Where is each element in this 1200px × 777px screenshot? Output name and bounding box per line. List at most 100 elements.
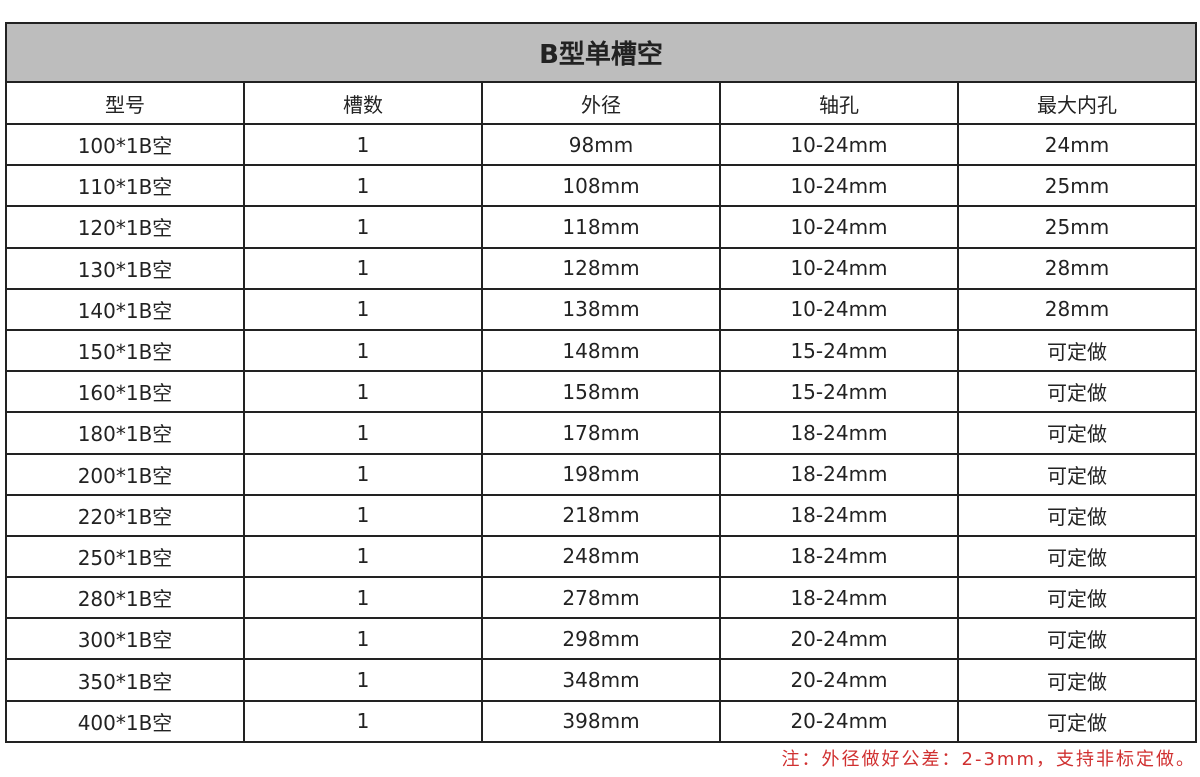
cell-outer-diameter: 218mm xyxy=(481,493,721,537)
cell-slots: 1 xyxy=(243,164,483,208)
cell-outer-diameter: 198mm xyxy=(481,452,721,496)
cell-shaft-bore: 10-24mm xyxy=(719,246,959,290)
table-row: 200*1B空 1 198mm 18-24mm 可定做 xyxy=(5,452,1197,496)
cell-model: 400*1B空 xyxy=(5,699,245,743)
cell-model: 300*1B空 xyxy=(5,617,245,661)
footnote: 注：外径做好公差：2-3mm，支持非标定做。 xyxy=(781,749,1196,770)
cell-slots: 1 xyxy=(243,411,483,455)
cell-outer-diameter: 128mm xyxy=(481,246,721,290)
cell-slots: 1 xyxy=(243,370,483,414)
table-row: 100*1B空 1 98mm 10-24mm 24mm xyxy=(5,122,1197,167)
cell-slots: 1 xyxy=(243,534,483,579)
cell-max-bore: 28mm xyxy=(957,246,1197,290)
cell-model: 180*1B空 xyxy=(5,411,245,455)
header-row: 型号 槽数 外径 轴孔 最大内孔 xyxy=(5,81,1197,125)
cell-shaft-bore: 10-24mm xyxy=(719,122,959,167)
column-header-slots: 槽数 xyxy=(243,81,483,125)
table-row: 250*1B空 1 248mm 18-24mm 可定做 xyxy=(5,534,1197,579)
cell-shaft-bore: 18-24mm xyxy=(719,493,959,537)
cell-model: 350*1B空 xyxy=(5,658,245,702)
spec-table: B型单槽空 型号 槽数 外径 轴孔 最大内孔 100*1B空 1 98mm 10-24mm 24… xyxy=(5,22,1197,743)
cell-slots: 1 xyxy=(243,205,483,249)
cell-outer-diameter: 138mm xyxy=(481,287,721,331)
table-row: 280*1B空 1 278mm 18-24mm 可定做 xyxy=(5,576,1197,620)
cell-outer-diameter: 148mm xyxy=(481,328,721,373)
cell-max-bore: 可定做 xyxy=(957,699,1197,743)
cell-slots: 1 xyxy=(243,452,483,496)
cell-outer-diameter: 178mm xyxy=(481,411,721,455)
cell-shaft-bore: 18-24mm xyxy=(719,576,959,620)
table-row: 130*1B空 1 128mm 10-24mm 28mm xyxy=(5,246,1197,290)
cell-shaft-bore: 18-24mm xyxy=(719,411,959,455)
table-row: 120*1B空 1 118mm 10-24mm 25mm xyxy=(5,205,1197,249)
table-title: B型单槽空 xyxy=(5,22,1197,83)
cell-outer-diameter: 118mm xyxy=(481,205,721,249)
cell-slots: 1 xyxy=(243,328,483,373)
table-row: 300*1B空 1 298mm 20-24mm 可定做 xyxy=(5,617,1197,661)
cell-slots: 1 xyxy=(243,246,483,290)
cell-shaft-bore: 20-24mm xyxy=(719,617,959,661)
column-header-outer-diameter: 外径 xyxy=(481,81,721,125)
cell-max-bore: 可定做 xyxy=(957,534,1197,579)
table-row: 140*1B空 1 138mm 10-24mm 28mm xyxy=(5,287,1197,331)
cell-outer-diameter: 348mm xyxy=(481,658,721,702)
cell-outer-diameter: 248mm xyxy=(481,534,721,579)
cell-model: 140*1B空 xyxy=(5,287,245,331)
cell-model: 150*1B空 xyxy=(5,328,245,373)
cell-outer-diameter: 98mm xyxy=(481,122,721,167)
cell-outer-diameter: 158mm xyxy=(481,370,721,414)
table-row: 110*1B空 1 108mm 10-24mm 25mm xyxy=(5,164,1197,208)
cell-max-bore: 25mm xyxy=(957,164,1197,208)
cell-slots: 1 xyxy=(243,122,483,167)
cell-outer-diameter: 278mm xyxy=(481,576,721,620)
cell-model: 130*1B空 xyxy=(5,246,245,290)
cell-model: 250*1B空 xyxy=(5,534,245,579)
cell-model: 280*1B空 xyxy=(5,576,245,620)
table-body: 100*1B空 1 98mm 10-24mm 24mm 110*1B空 1 108mm 10-2… xyxy=(5,122,1197,743)
table-row: 150*1B空 1 148mm 15-24mm 可定做 xyxy=(5,328,1197,373)
cell-max-bore: 可定做 xyxy=(957,452,1197,496)
cell-max-bore: 可定做 xyxy=(957,411,1197,455)
table-row: 180*1B空 1 178mm 18-24mm 可定做 xyxy=(5,411,1197,455)
cell-slots: 1 xyxy=(243,576,483,620)
cell-max-bore: 28mm xyxy=(957,287,1197,331)
cell-slots: 1 xyxy=(243,617,483,661)
table-row: 160*1B空 1 158mm 15-24mm 可定做 xyxy=(5,370,1197,414)
cell-max-bore: 可定做 xyxy=(957,328,1197,373)
cell-model: 110*1B空 xyxy=(5,164,245,208)
cell-max-bore: 25mm xyxy=(957,205,1197,249)
table-row: 220*1B空 1 218mm 18-24mm 可定做 xyxy=(5,493,1197,537)
cell-model: 160*1B空 xyxy=(5,370,245,414)
cell-max-bore: 可定做 xyxy=(957,658,1197,702)
table-row: 350*1B空 1 348mm 20-24mm 可定做 xyxy=(5,658,1197,702)
cell-shaft-bore: 20-24mm xyxy=(719,699,959,743)
column-header-max-bore: 最大内孔 xyxy=(957,81,1197,125)
cell-shaft-bore: 15-24mm xyxy=(719,328,959,373)
cell-outer-diameter: 398mm xyxy=(481,699,721,743)
cell-shaft-bore: 10-24mm xyxy=(719,287,959,331)
cell-outer-diameter: 298mm xyxy=(481,617,721,661)
cell-max-bore: 可定做 xyxy=(957,370,1197,414)
cell-max-bore: 可定做 xyxy=(957,617,1197,661)
cell-max-bore: 24mm xyxy=(957,122,1197,167)
cell-slots: 1 xyxy=(243,287,483,331)
cell-slots: 1 xyxy=(243,658,483,702)
table-row: 400*1B空 1 398mm 20-24mm 可定做 xyxy=(5,699,1197,743)
cell-shaft-bore: 18-24mm xyxy=(719,452,959,496)
column-header-shaft-bore: 轴孔 xyxy=(719,81,959,125)
cell-shaft-bore: 18-24mm xyxy=(719,534,959,579)
cell-model: 100*1B空 xyxy=(5,122,245,167)
cell-shaft-bore: 10-24mm xyxy=(719,164,959,208)
cell-shaft-bore: 20-24mm xyxy=(719,658,959,702)
cell-max-bore: 可定做 xyxy=(957,576,1197,620)
cell-shaft-bore: 10-24mm xyxy=(719,205,959,249)
column-header-model: 型号 xyxy=(5,81,245,125)
cell-model: 120*1B空 xyxy=(5,205,245,249)
cell-max-bore: 可定做 xyxy=(957,493,1197,537)
cell-model: 220*1B空 xyxy=(5,493,245,537)
cell-slots: 1 xyxy=(243,493,483,537)
cell-outer-diameter: 108mm xyxy=(481,164,721,208)
cell-model: 200*1B空 xyxy=(5,452,245,496)
cell-slots: 1 xyxy=(243,699,483,743)
cell-shaft-bore: 15-24mm xyxy=(719,370,959,414)
